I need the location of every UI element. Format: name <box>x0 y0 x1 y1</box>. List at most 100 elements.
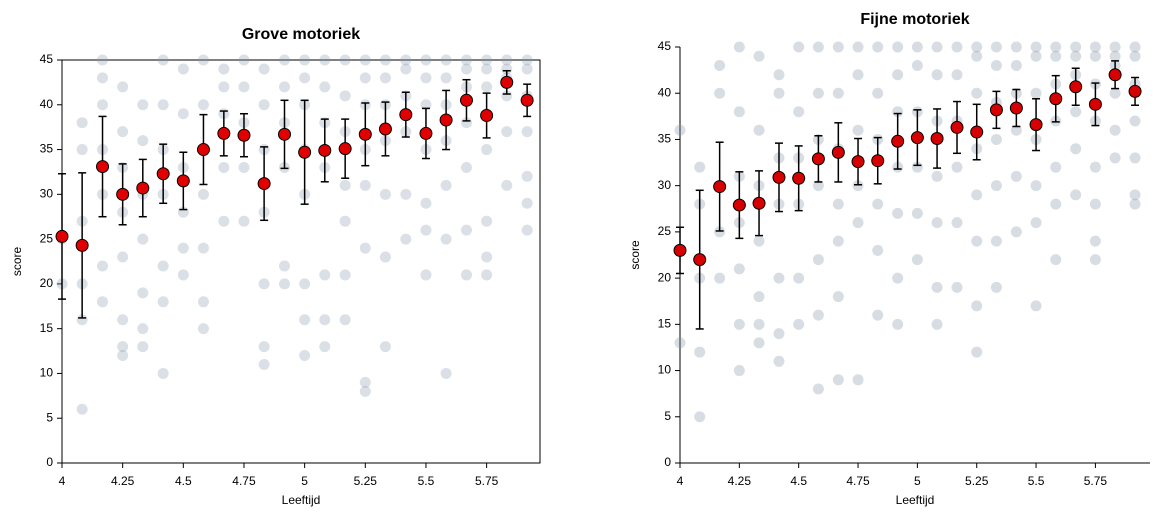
score-dot <box>137 233 149 245</box>
score-dot <box>733 263 745 275</box>
score-dot <box>359 179 371 191</box>
mean-point <box>1108 68 1122 82</box>
score-dot <box>339 90 351 102</box>
score-dot <box>832 87 844 99</box>
mean-point <box>792 171 806 185</box>
y-tick-label: 15 <box>658 317 672 331</box>
score-dot <box>197 242 209 254</box>
score-dot <box>931 217 943 229</box>
score-dot <box>971 50 983 62</box>
mean-point <box>156 167 170 181</box>
score-dot <box>872 244 884 256</box>
score-dot <box>279 278 291 290</box>
y-tick-label: 10 <box>40 366 54 380</box>
mean-point <box>338 142 352 156</box>
mean-point <box>500 75 514 89</box>
y-tick-label: 5 <box>664 409 671 423</box>
score-dot <box>460 161 472 173</box>
score-dot <box>832 291 844 303</box>
score-dot <box>1089 254 1101 266</box>
score-dot <box>1129 115 1141 127</box>
score-dot <box>400 233 412 245</box>
mean-point <box>176 174 190 188</box>
y-tick-label: 45 <box>40 52 54 66</box>
y-tick-label: 5 <box>46 410 53 424</box>
x-tick-label: 4.5 <box>790 474 807 488</box>
x-tick-label: 4.25 <box>111 474 135 488</box>
score-dot <box>137 341 149 353</box>
score-dot <box>137 287 149 299</box>
mean-point <box>318 143 332 157</box>
score-dot <box>971 300 983 312</box>
mean-point <box>732 198 746 212</box>
mean-point <box>257 177 271 191</box>
score-dot <box>299 54 311 66</box>
score-dot <box>117 314 129 326</box>
score-dot <box>1089 161 1101 173</box>
mean-point <box>891 134 905 148</box>
mean-point <box>772 170 786 184</box>
score-dot <box>733 41 745 53</box>
score-dot <box>319 314 331 326</box>
y-tick-label: 35 <box>658 132 672 146</box>
score-dot <box>832 374 844 386</box>
mean-point <box>96 160 110 174</box>
mean-point <box>673 243 687 257</box>
x-axis-label: Leeftijd <box>282 493 321 507</box>
score-dot <box>460 117 472 129</box>
score-dot <box>1010 226 1022 238</box>
score-dot <box>460 63 472 75</box>
score-dot <box>197 99 209 111</box>
score-dot <box>379 188 391 200</box>
score-dot <box>319 269 331 281</box>
y-tick-label: 0 <box>46 455 53 469</box>
score-dot <box>1129 189 1141 201</box>
score-dot <box>990 281 1002 293</box>
score-dot <box>359 242 371 254</box>
mean-point <box>237 128 251 142</box>
score-dot <box>1109 41 1121 53</box>
score-dot <box>694 411 706 423</box>
y-tick-label: 15 <box>40 321 54 335</box>
score-dot <box>460 269 472 281</box>
x-tick-label: 5.75 <box>1084 474 1108 488</box>
score-dot <box>359 376 371 388</box>
chart-title: Fijne motoriek <box>860 11 969 28</box>
score-dot <box>812 309 824 321</box>
score-dot <box>1109 87 1121 99</box>
mean-point <box>1069 80 1083 94</box>
score-dot <box>339 215 351 227</box>
score-dot <box>279 260 291 272</box>
score-dot <box>157 54 169 66</box>
score-dot <box>812 180 824 192</box>
score-dot <box>911 59 923 71</box>
score-dot <box>951 41 963 53</box>
score-dot <box>359 72 371 84</box>
score-dot <box>197 296 209 308</box>
score-dot <box>117 126 129 138</box>
score-dot <box>379 341 391 353</box>
score-dot <box>481 251 493 263</box>
score-dot <box>1089 50 1101 62</box>
score-dot <box>521 63 533 75</box>
score-dot <box>911 161 923 173</box>
y-tick-label: 40 <box>658 85 672 99</box>
x-tick-label: 4.75 <box>846 474 870 488</box>
y-tick-label: 20 <box>40 276 54 290</box>
score-dot <box>773 328 785 340</box>
score-dot <box>892 69 904 81</box>
score-dot <box>359 385 371 397</box>
score-dot <box>694 161 706 173</box>
score-dot <box>812 41 824 53</box>
mean-point <box>298 145 312 159</box>
score-dot <box>299 314 311 326</box>
mean-point <box>196 143 210 157</box>
score-dot <box>501 63 513 75</box>
score-dot <box>931 170 943 182</box>
score-dot <box>481 215 493 227</box>
score-dot <box>481 144 493 156</box>
score-dot <box>1050 50 1062 62</box>
mean-point <box>851 155 865 169</box>
mean-point <box>910 131 924 145</box>
